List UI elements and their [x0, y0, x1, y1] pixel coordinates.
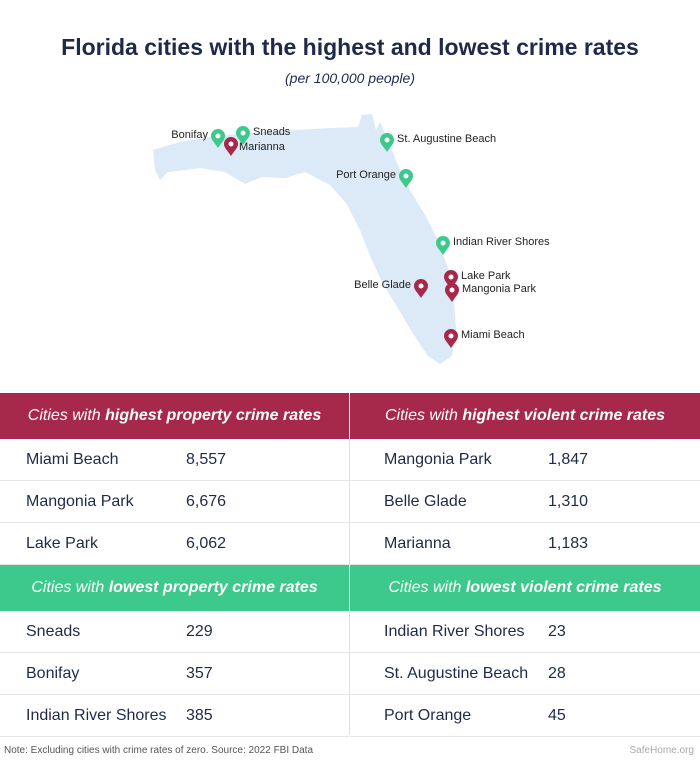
- crime-rate: 28: [548, 665, 566, 682]
- header-low-violent: Cities with lowest violent crime rates: [350, 565, 700, 611]
- header-high-property: Cities with highest property crime rates: [0, 393, 349, 439]
- map-pin-icon: [399, 169, 413, 188]
- map-pin-label: St. Augustine Beach: [397, 133, 497, 145]
- city-name: Miami Beach: [26, 451, 119, 468]
- map-pin-label: Marianna: [239, 141, 285, 153]
- florida-map: [153, 114, 459, 364]
- map-pin-label: Bonifay: [171, 129, 208, 141]
- map-pin-label: Mangonia Park: [462, 283, 536, 295]
- table-row: Indian River Shores 23: [350, 611, 700, 653]
- table-row: Indian River Shores 385: [0, 695, 349, 737]
- table-row: Port Orange 45: [350, 695, 700, 737]
- city-name: Sneads: [26, 623, 81, 640]
- footnote: Note: Excluding cities with crime rates …: [4, 745, 314, 756]
- map-pin-icon: [224, 137, 238, 156]
- map-pin-label: Lake Park: [461, 270, 511, 282]
- safehome-logo: SafeHome.org: [629, 745, 694, 756]
- table-row: Belle Glade 1,310: [350, 481, 700, 523]
- city-name: Mangonia Park: [384, 451, 492, 468]
- crime-rate: 45: [548, 707, 566, 724]
- subtitle: (per 100,000 people): [285, 70, 415, 86]
- crime-rate: 6,062: [186, 535, 227, 552]
- crime-rate: 6,676: [186, 493, 227, 510]
- page-title: Florida cities with the highest and lowe…: [61, 34, 639, 60]
- map-pin-icon: [236, 126, 250, 145]
- city-name: Bonifay: [26, 665, 80, 682]
- city-name: St. Augustine Beach: [384, 665, 529, 682]
- crime-rate: 1,310: [548, 493, 589, 510]
- city-name: Indian River Shores: [384, 623, 525, 640]
- map-pin-label: Miami Beach: [461, 329, 525, 341]
- florida-shape: [153, 114, 456, 364]
- map-pin-icon: [445, 283, 459, 302]
- map-pin-icon: [380, 133, 394, 152]
- crime-rate: 1,183: [548, 535, 589, 552]
- city-name: Port Orange: [384, 707, 472, 724]
- crime-rate: 357: [186, 665, 213, 682]
- city-name: Mangonia Park: [26, 493, 134, 510]
- divider: [349, 611, 350, 735]
- map-pin-icon: [444, 329, 458, 348]
- map-pin-icon: [414, 279, 428, 298]
- city-name: Indian River Shores: [26, 707, 167, 724]
- table-row: St. Augustine Beach 28: [350, 653, 700, 695]
- map-pin-icon: [211, 129, 225, 148]
- header-high-violent: Cities with highest violent crime rates: [350, 393, 700, 439]
- crime-rate: 23: [548, 623, 566, 640]
- map-pin-label: Port Orange: [336, 169, 396, 181]
- table-row: Mangonia Park 6,676: [0, 481, 349, 523]
- crime-rate: 385: [186, 707, 213, 724]
- table-row: Sneads 229: [0, 611, 349, 653]
- header-low-property: Cities with lowest property crime rates: [0, 565, 349, 611]
- table-row: Marianna 1,183: [350, 523, 700, 565]
- crime-rate: 1,847: [548, 451, 589, 468]
- crime-rate: 8,557: [186, 451, 227, 468]
- city-name: Lake Park: [26, 535, 99, 552]
- map-pin-label: Belle Glade: [354, 279, 411, 291]
- table-row: Lake Park 6,062: [0, 523, 349, 565]
- map-pin-label: Sneads: [253, 126, 291, 138]
- map-pin-label: Indian River Shores: [453, 236, 550, 248]
- city-name: Marianna: [384, 535, 451, 552]
- table-row: Bonifay 357: [0, 653, 349, 695]
- city-name: Belle Glade: [384, 493, 467, 510]
- divider: [349, 439, 350, 565]
- table-row: Mangonia Park 1,847: [350, 439, 700, 481]
- map-pin-icon: [436, 236, 450, 255]
- crime-rate: 229: [186, 623, 213, 640]
- table-row: Miami Beach 8,557: [0, 439, 349, 481]
- map-pin-icon: [444, 270, 458, 289]
